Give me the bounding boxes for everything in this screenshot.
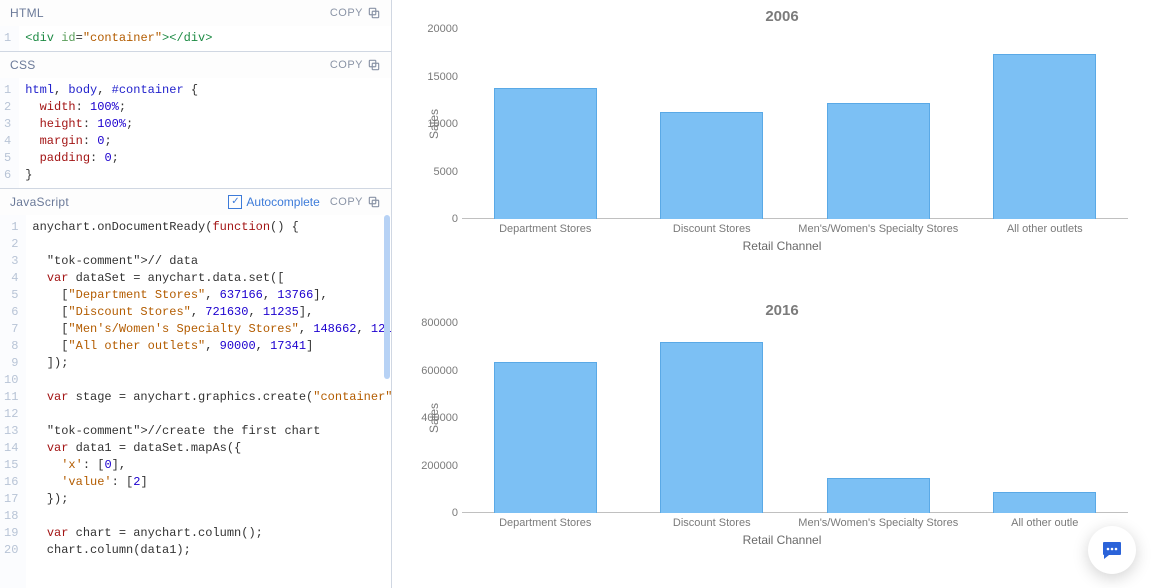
panel-title-html: HTML bbox=[10, 6, 44, 20]
gutter-css: 123456 bbox=[0, 78, 19, 188]
bars-container bbox=[462, 29, 1128, 219]
panel-header-css: CSS COPY bbox=[0, 52, 391, 78]
scrollbar-thumb-js[interactable] bbox=[384, 215, 390, 379]
copy-icon bbox=[367, 6, 381, 20]
copy-label: COPY bbox=[330, 59, 363, 71]
bar-slot bbox=[795, 323, 962, 513]
panel-title-js: JavaScript bbox=[10, 195, 69, 209]
panel-actions-html: COPY bbox=[330, 6, 381, 20]
gutter-html: 1 bbox=[0, 26, 19, 51]
bars-container bbox=[462, 323, 1128, 513]
bar-slot bbox=[629, 323, 796, 513]
chart-title: 2006 bbox=[428, 8, 1136, 25]
y-tick: 0 bbox=[414, 507, 458, 519]
code-block-js[interactable]: 1234567891011121314151617181920 anychart… bbox=[0, 215, 391, 588]
bar-slot bbox=[462, 323, 629, 513]
checkbox-icon: ✓ bbox=[228, 195, 242, 209]
bar-slot bbox=[462, 29, 629, 219]
x-label: Men's/Women's Specialty Stores bbox=[795, 517, 962, 529]
chart-plot: 05000100001500020000Sales bbox=[462, 29, 1128, 219]
x-label: Department Stores bbox=[462, 517, 629, 529]
copy-label: COPY bbox=[330, 196, 363, 208]
copy-button-js[interactable]: COPY bbox=[330, 195, 381, 209]
bar[interactable] bbox=[494, 362, 597, 513]
bar[interactable] bbox=[827, 478, 930, 513]
panel-html: HTML COPY 1 <div id="container"></div> bbox=[0, 0, 391, 52]
code-css[interactable]: html, body, #container { width: 100%; he… bbox=[19, 78, 391, 188]
chat-icon bbox=[1100, 538, 1124, 562]
copy-label: COPY bbox=[330, 7, 363, 19]
bar[interactable] bbox=[993, 54, 1096, 219]
autocomplete-label: Autocomplete bbox=[246, 195, 319, 209]
panel-actions-css: COPY bbox=[330, 58, 381, 72]
panel-header-js: JavaScript ✓ Autocomplete COPY bbox=[0, 189, 391, 215]
bar-slot bbox=[962, 29, 1129, 219]
y-tick: 0 bbox=[414, 213, 458, 225]
x-labels: Department StoresDiscount StoresMen's/Wo… bbox=[462, 223, 1128, 235]
bar-slot bbox=[629, 29, 796, 219]
copy-icon bbox=[367, 58, 381, 72]
y-axis-label: Sales bbox=[427, 403, 441, 433]
editor-pane: HTML COPY 1 <div id="container"></div> C… bbox=[0, 0, 392, 588]
copy-icon bbox=[367, 195, 381, 209]
gutter-js: 1234567891011121314151617181920 bbox=[0, 215, 26, 588]
x-label: Department Stores bbox=[462, 223, 629, 235]
chart-pane: 2006 05000100001500020000Sales Department … bbox=[392, 0, 1156, 588]
chat-fab[interactable] bbox=[1088, 526, 1136, 574]
x-labels: Department StoresDiscount StoresMen's/Wo… bbox=[462, 517, 1128, 529]
chart-top: 2006 05000100001500020000Sales Department … bbox=[392, 0, 1156, 294]
panel-actions-js: ✓ Autocomplete COPY bbox=[228, 195, 381, 209]
y-tick: 20000 bbox=[414, 23, 458, 35]
copy-button-html[interactable]: COPY bbox=[330, 6, 381, 20]
bar[interactable] bbox=[993, 492, 1096, 513]
panel-header-html: HTML COPY bbox=[0, 0, 391, 26]
chart-plot: 0200000400000600000800000Sales bbox=[462, 323, 1128, 513]
y-tick: 15000 bbox=[414, 71, 458, 83]
app-root: HTML COPY 1 <div id="container"></div> C… bbox=[0, 0, 1156, 588]
bar[interactable] bbox=[660, 342, 763, 513]
x-label: All other outlets bbox=[962, 223, 1129, 235]
x-label: Discount Stores bbox=[629, 223, 796, 235]
code-html[interactable]: <div id="container"></div> bbox=[19, 26, 391, 51]
y-axis-label: Sales bbox=[427, 109, 441, 139]
code-block-css[interactable]: 123456 html, body, #container { width: 1… bbox=[0, 78, 391, 188]
y-tick: 200000 bbox=[414, 460, 458, 472]
x-axis-label: Retail Channel bbox=[428, 533, 1136, 547]
code-js[interactable]: anychart.onDocumentReady(function() { "t… bbox=[26, 215, 391, 588]
copy-button-css[interactable]: COPY bbox=[330, 58, 381, 72]
chart-bottom: 2016 0200000400000600000800000Sales Depart… bbox=[392, 294, 1156, 588]
panel-js: JavaScript ✓ Autocomplete COPY 123456789… bbox=[0, 189, 391, 588]
scrollbar-js[interactable] bbox=[384, 215, 390, 588]
bar[interactable] bbox=[660, 112, 763, 219]
y-tick: 800000 bbox=[414, 317, 458, 329]
bar-slot bbox=[962, 323, 1129, 513]
y-tick: 5000 bbox=[414, 166, 458, 178]
x-label: Men's/Women's Specialty Stores bbox=[795, 223, 962, 235]
y-tick: 600000 bbox=[414, 365, 458, 377]
bar[interactable] bbox=[827, 103, 930, 219]
chart-title: 2016 bbox=[428, 302, 1136, 319]
bar[interactable] bbox=[494, 88, 597, 219]
panel-css: CSS COPY 123456 html, body, #container {… bbox=[0, 52, 391, 189]
autocomplete-toggle[interactable]: ✓ Autocomplete bbox=[228, 195, 319, 209]
code-block-html[interactable]: 1 <div id="container"></div> bbox=[0, 26, 391, 51]
x-label: Discount Stores bbox=[629, 517, 796, 529]
panel-title-css: CSS bbox=[10, 58, 36, 72]
x-axis-label: Retail Channel bbox=[428, 239, 1136, 253]
bar-slot bbox=[795, 29, 962, 219]
